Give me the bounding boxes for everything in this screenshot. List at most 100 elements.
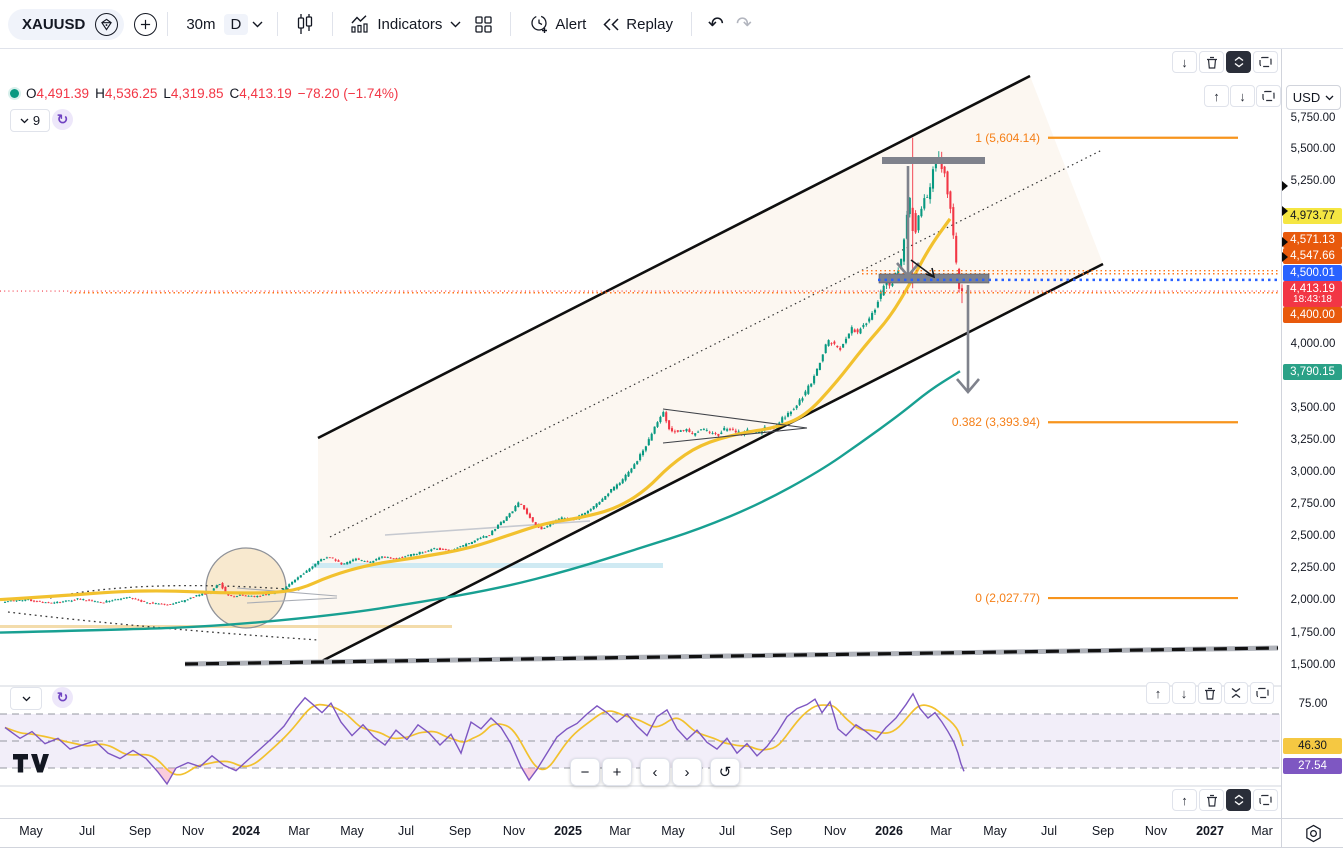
- scale-move-up-button[interactable]: ↑: [1204, 85, 1229, 107]
- time-label-month: Sep: [1091, 824, 1115, 838]
- layout-grid-icon[interactable]: [467, 12, 500, 37]
- scale-move-down-button[interactable]: ↓: [1230, 85, 1255, 107]
- pennant-line: [662, 427, 808, 444]
- time-label-year: 2027: [1196, 824, 1224, 838]
- currency-label: USD: [1292, 90, 1321, 105]
- price-tick: 3,250.00: [1290, 434, 1336, 446]
- zoom-out-button[interactable]: −: [570, 758, 600, 786]
- undo-icon[interactable]: ↶: [707, 13, 724, 35]
- black-arrow: [910, 259, 935, 278]
- time-label-month: Sep: [448, 824, 472, 838]
- price-axis[interactable]: USD 5,750.00 5,500.00 5,250.00 4,000.00 3,50…: [1281, 49, 1343, 818]
- symbol-search-button[interactable]: XAUUSD: [8, 8, 125, 40]
- open-value: 4,491.39: [36, 86, 90, 101]
- fib-level-0-label[interactable]: 0 (2,027.77): [975, 591, 1040, 605]
- tradingview-logo[interactable]: [12, 752, 50, 777]
- interval-daily-button[interactable]: D: [223, 13, 249, 35]
- reset-chart-button[interactable]: ↺: [710, 758, 740, 786]
- replay-button[interactable]: Replay: [594, 12, 681, 37]
- alert-button[interactable]: Alert: [521, 10, 594, 38]
- rsi-move-down-button[interactable]: ↓: [1172, 682, 1196, 704]
- time-label-month: Mar: [1251, 824, 1273, 838]
- rsi-oversold-fill: [523, 768, 537, 781]
- pane-delete-button[interactable]: [1199, 51, 1224, 73]
- indicators-collapsed-chip[interactable]: 9: [10, 109, 50, 132]
- refresh-sync-icon[interactable]: ↻: [52, 687, 73, 708]
- axis-move-up-button[interactable]: ↑: [1172, 789, 1197, 811]
- time-label-month: Sep: [128, 824, 152, 838]
- time-axis-settings-cell[interactable]: [1281, 818, 1343, 848]
- rsi-maximize-button[interactable]: [1250, 682, 1274, 704]
- indicators-icon: [351, 15, 368, 33]
- main-chart-canvas[interactable]: [0, 49, 1281, 818]
- channel-upper-line: [317, 74, 1031, 440]
- rsi-line: [4, 692, 965, 786]
- rsi-signal-line: [4, 703, 964, 776]
- time-label-year: 2025: [554, 824, 582, 838]
- indicators-label: Indicators: [377, 15, 443, 33]
- collapse-chevrons-icon: [1231, 687, 1241, 699]
- compare-add-icon[interactable]: [134, 12, 158, 36]
- maximize-icon: [1259, 56, 1272, 68]
- axis-delete-button[interactable]: [1199, 789, 1224, 811]
- scale-maximize-button[interactable]: [1256, 85, 1281, 107]
- indicators-button[interactable]: Indicators: [343, 11, 450, 37]
- fast-ma-line: [0, 217, 952, 602]
- scroll-right-button[interactable]: ›: [672, 758, 702, 786]
- axis-marker-arrow: [1282, 237, 1288, 247]
- rsi-delete-button[interactable]: [1198, 682, 1222, 704]
- trash-icon: [1206, 794, 1217, 807]
- chart-style-candles-icon[interactable]: [288, 9, 322, 39]
- fib-level-0382-label[interactable]: 0.382 (3,393.94): [951, 415, 1040, 429]
- time-label-month: Jul: [719, 824, 735, 838]
- interval-chevron-down-icon[interactable]: [252, 21, 263, 28]
- pane-move-down-button[interactable]: ↓: [1172, 51, 1197, 73]
- rsi-collapse-button[interactable]: [1224, 682, 1248, 704]
- zoom-in-button[interactable]: +: [602, 758, 632, 786]
- scroll-left-button[interactable]: ‹: [640, 758, 670, 786]
- interval-custom-button[interactable]: 30m: [186, 15, 216, 33]
- dotted-arc: [7, 611, 319, 641]
- rsi-move-up-button[interactable]: ↑: [1146, 682, 1170, 704]
- time-label-month: Jul: [1041, 824, 1057, 838]
- ohlc-legend[interactable]: O4,491.39 H4,536.25 L4,319.85 C4,413.19 −78.…: [10, 86, 404, 101]
- axis-collapse-button[interactable]: [1226, 789, 1251, 811]
- price-tick: 75.00: [1298, 698, 1328, 710]
- redo-icon[interactable]: ↷: [735, 13, 752, 35]
- gray-trendline: [384, 520, 591, 536]
- alert-clock-icon: [531, 15, 548, 33]
- gray-zone-bar: [882, 157, 985, 164]
- slow-ma-line: [0, 370, 961, 634]
- cyan-level-band: [312, 563, 663, 568]
- chevron-down-icon: [20, 118, 29, 123]
- time-label-month: Sep: [769, 824, 793, 838]
- pane-collapse-button[interactable]: [1226, 51, 1251, 73]
- fib-level-1-label[interactable]: 1 (5,604.14): [975, 131, 1040, 145]
- rsi-pane-collapse-chip[interactable]: [10, 687, 42, 710]
- indicator-count: 9: [32, 113, 41, 128]
- axis-marker-arrow: [1282, 206, 1288, 216]
- axis-maximize-button[interactable]: [1253, 789, 1278, 811]
- bottom-trendline-dashed: [184, 646, 1279, 666]
- projection-arrowhead: [956, 378, 980, 395]
- price-tick: 2,000.00: [1290, 594, 1336, 606]
- time-label-month: Mar: [288, 824, 310, 838]
- price-tick: 1,750.00: [1290, 627, 1336, 639]
- projection-arrowhead: [896, 262, 920, 279]
- collapse-chevrons-icon: [1234, 794, 1243, 806]
- pane-maximize-button[interactable]: [1253, 51, 1278, 73]
- toolbar-separator: [510, 12, 512, 36]
- maximize-icon: [1262, 90, 1275, 102]
- low-value: 4,319.85: [170, 86, 224, 101]
- toolbar-separator: [277, 12, 279, 36]
- time-axis[interactable]: May Jul Sep Nov 2024 Mar May Jul Sep Nov 2025 Mar Ma…: [0, 818, 1281, 848]
- time-label-month: Nov: [1144, 824, 1168, 838]
- indicators-chevron-down-icon[interactable]: [450, 21, 461, 28]
- refresh-sync-icon[interactable]: ↻: [52, 109, 73, 130]
- currency-dropdown[interactable]: USD: [1286, 85, 1341, 110]
- price-tick: 5,500.00: [1290, 143, 1336, 155]
- price-tick: 3,000.00: [1290, 466, 1336, 478]
- price-value-label: 4,400.00: [1283, 307, 1342, 323]
- symbol-details-icon[interactable]: [95, 12, 119, 36]
- price-tick: 5,750.00: [1290, 112, 1336, 124]
